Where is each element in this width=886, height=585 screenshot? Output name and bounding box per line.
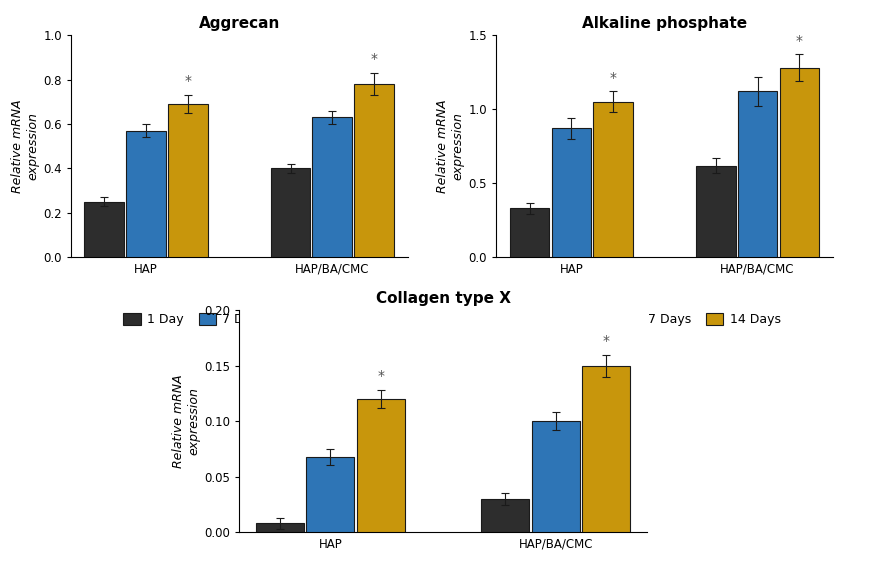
Bar [594,102,633,257]
Text: *: * [184,74,191,88]
Y-axis label: Relative mRNA
expression: Relative mRNA expression [436,99,464,193]
Bar [696,166,735,257]
Y-axis label: Relative mRNA
expression: Relative mRNA expression [11,99,39,193]
Bar [354,84,394,257]
Text: *: * [377,369,385,383]
Bar [532,421,579,532]
Legend: 1 Day, 7 Days, 14 Days: 1 Day, 7 Days, 14 Days [548,312,781,326]
Bar [168,104,208,257]
Bar [270,168,310,257]
Bar [307,457,354,532]
Title: Aggrecan: Aggrecan [198,16,280,31]
Text: *: * [610,71,617,85]
Title: Alkaline phosphate: Alkaline phosphate [582,16,747,31]
Bar [552,129,591,257]
Bar [256,524,304,532]
Bar [738,91,777,257]
Bar [313,118,352,257]
Bar [481,499,529,532]
Text: *: * [796,34,803,48]
Bar [357,399,405,532]
Y-axis label: Relative mRNA
expression: Relative mRNA expression [172,374,200,468]
Title: Collagen type X: Collagen type X [376,291,510,306]
Bar [84,202,124,257]
Bar [127,130,166,257]
Bar [582,366,630,532]
Bar [780,68,820,257]
Text: *: * [602,334,610,348]
Text: *: * [370,52,377,66]
Bar [509,208,549,257]
Legend: 1 Day, 7 Days, 14 Days: 1 Day, 7 Days, 14 Days [123,312,355,326]
